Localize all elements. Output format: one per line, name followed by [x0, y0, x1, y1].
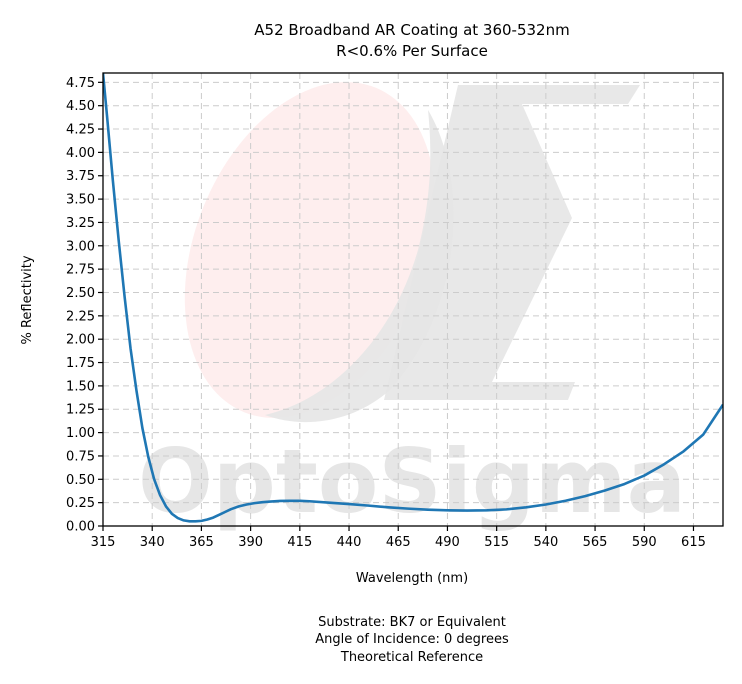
- footer-substrate: Substrate: BK7 or Equivalent: [318, 615, 506, 630]
- grid: [102, 73, 723, 527]
- chart-subtitle: R<0.6% Per Surface: [336, 42, 488, 60]
- y-tick-label: 1.75: [66, 356, 95, 371]
- x-tick-label: 565: [583, 535, 608, 550]
- watermark-logo: OptoSigma: [138, 82, 686, 533]
- x-tick-label: 415: [287, 535, 312, 550]
- footer-reference: Theoretical Reference: [340, 650, 483, 665]
- x-tick-label: 515: [484, 535, 509, 550]
- x-tick-label: 365: [189, 535, 214, 550]
- y-tick-label: 4.75: [66, 76, 95, 91]
- watermark-arc-shape: [265, 110, 454, 423]
- x-tick-label: 590: [632, 535, 657, 550]
- x-axis-ticks: 315 340 365 390 415 440 465 490 515 540 565 590 615: [91, 526, 706, 550]
- y-tick-label: 0.25: [66, 496, 95, 511]
- y-tick-label: 3.00: [66, 239, 95, 254]
- watermark-text: OptoSigma: [138, 430, 686, 533]
- y-tick-label: 3.75: [66, 169, 95, 184]
- y-tick-label: 4.00: [66, 146, 95, 161]
- y-axis-ticks: 0.00 0.25 0.50 0.75 1.00 1.25 1.50 1.75 2.00 2.25…: [66, 76, 103, 535]
- y-tick-label: 2.50: [66, 286, 95, 301]
- x-axis-label: Wavelength (nm): [356, 571, 468, 586]
- x-tick-label: 490: [435, 535, 460, 550]
- y-tick-label: 3.25: [66, 216, 95, 231]
- series: [103, 73, 723, 523]
- y-tick-label: 3.50: [66, 193, 95, 208]
- plot-frame: [102, 72, 724, 527]
- y-tick-label: 0.75: [66, 449, 95, 464]
- x-tick-label: 615: [681, 535, 706, 550]
- x-tick-label: 340: [140, 535, 165, 550]
- y-tick-label: 2.00: [66, 333, 95, 348]
- y-tick-label: 1.25: [66, 403, 95, 418]
- footer-angle: Angle of Incidence: 0 degrees: [315, 632, 509, 647]
- y-axis-label: % Reflectivity: [20, 255, 35, 344]
- x-tick-label: 440: [337, 535, 362, 550]
- chart-title: A52 Broadband AR Coating at 360-532nm: [254, 21, 569, 39]
- x-tick-label: 390: [238, 535, 263, 550]
- y-tick-label: 1.50: [66, 379, 95, 394]
- x-tick-label: 315: [91, 535, 116, 550]
- y-tick-label: 1.00: [66, 426, 95, 441]
- x-tick-label: 465: [386, 535, 411, 550]
- y-tick-label: 4.50: [66, 99, 95, 114]
- x-tick-label: 540: [533, 535, 558, 550]
- y-tick-label: 4.25: [66, 123, 95, 138]
- watermark-ellipse: [184, 82, 436, 418]
- y-tick-label: 0.50: [66, 473, 95, 488]
- series-line: [103, 73, 723, 523]
- y-tick-label: 0.00: [66, 520, 95, 535]
- y-tick-label: 2.25: [66, 309, 95, 324]
- y-tick-label: 2.75: [66, 263, 95, 278]
